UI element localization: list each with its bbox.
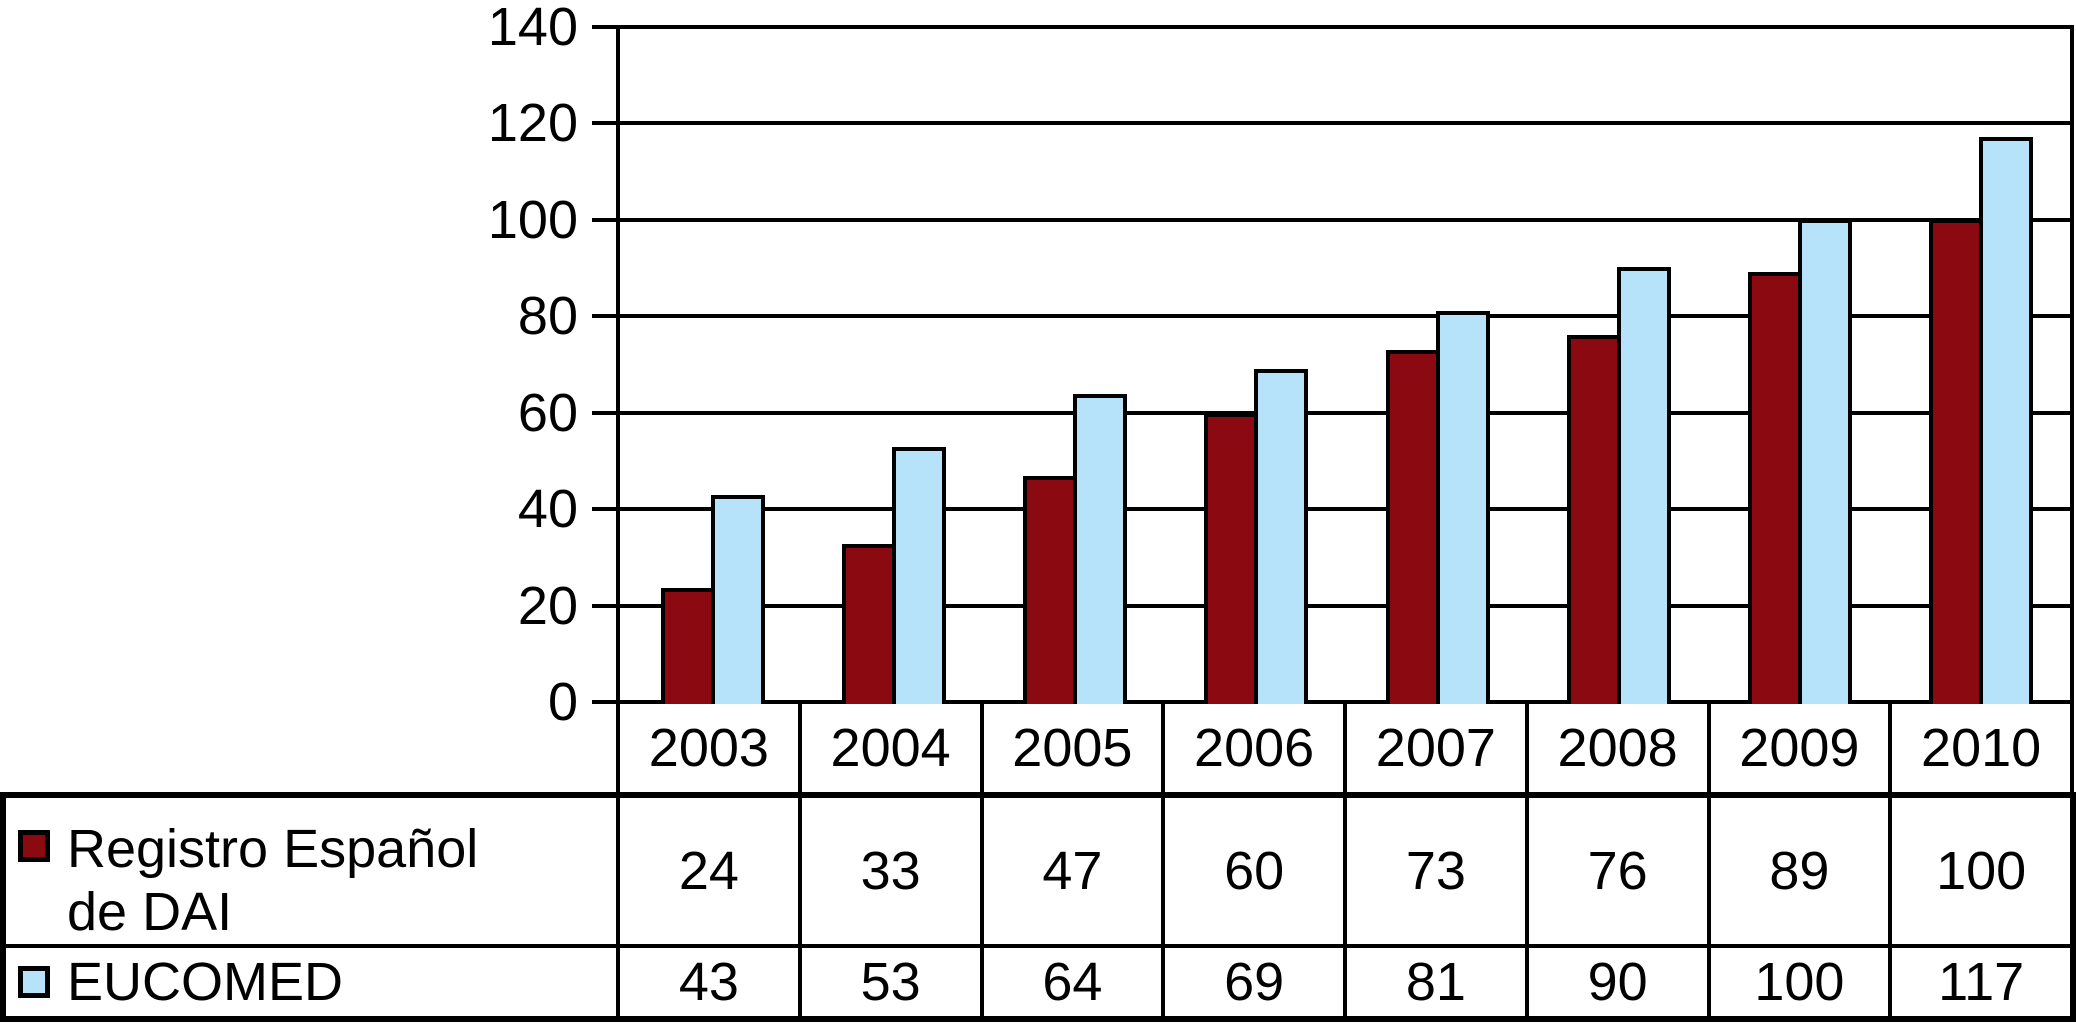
- value-eucomed-2008: 90: [1524, 944, 1707, 1016]
- bar-eucomed-2007: [1435, 311, 1490, 704]
- gridline-y-140: [620, 25, 2070, 29]
- value-eucomed-2003: 43: [616, 944, 798, 1016]
- x-axis-year-row: 2003 2004 2005 2006 2007 2008 2009 2010: [616, 704, 2074, 792]
- value-registro-2006: 60: [1161, 798, 1343, 944]
- bar-registro-2009: [1748, 272, 1803, 704]
- y-tick-label-100: 100: [487, 190, 578, 250]
- gridline-y-40: [620, 507, 2070, 511]
- legend-label-eucomed: EUCOMED: [67, 951, 344, 1012]
- legend-item-registro: Registro Español de DAI: [6, 798, 616, 944]
- year-cell-2008: 2008: [1524, 704, 1707, 792]
- year-cell-2006: 2006: [1161, 704, 1343, 792]
- value-registro-2008: 76: [1524, 798, 1707, 944]
- y-axis-tick: [592, 507, 616, 511]
- y-tick-label-140: 140: [487, 0, 578, 57]
- value-registro-2003: 24: [616, 798, 798, 944]
- year-cell-2005: 2005: [979, 704, 1162, 792]
- bar-registro-2004: [841, 544, 896, 704]
- year-cell-2007: 2007: [1343, 704, 1525, 792]
- bar-registro-2005: [1023, 476, 1078, 704]
- gridline-y-60: [620, 411, 2070, 415]
- y-axis-tick: [592, 25, 616, 29]
- gridline-y-100: [620, 218, 2070, 222]
- bar-registro-2006: [1204, 413, 1259, 704]
- bar-eucomed-2010: [1979, 137, 2034, 704]
- bar-eucomed-2003: [710, 495, 765, 704]
- y-tick-label-60: 60: [517, 383, 578, 443]
- year-cell-2009: 2009: [1706, 704, 1889, 792]
- bar-registro-2010: [1929, 219, 1984, 704]
- bar-eucomed-2006: [1254, 369, 1309, 704]
- registro-espanol-swatch-icon: [18, 830, 50, 862]
- y-tick-label-0: 0: [547, 672, 578, 732]
- bar-eucomed-2008: [1616, 267, 1671, 704]
- y-axis-tick: [592, 700, 616, 704]
- bar-registro-2008: [1566, 335, 1621, 704]
- bar-eucomed-2009: [1798, 219, 1853, 704]
- y-axis-tick: [592, 218, 616, 222]
- legend-label-registro: Registro Español de DAI: [67, 819, 479, 942]
- gridline-y-120: [620, 121, 2070, 125]
- gridline-y-0: [620, 700, 2070, 704]
- y-tick-label-40: 40: [517, 479, 578, 539]
- value-eucomed-2010: 117: [1888, 944, 2070, 1016]
- value-registro-2005: 47: [979, 798, 1162, 944]
- eucomed-swatch-icon: [18, 966, 50, 998]
- y-axis-tick: [592, 411, 616, 415]
- bar-registro-2003: [660, 588, 715, 704]
- year-cell-2010: 2010: [1888, 704, 2074, 792]
- y-tick-label-80: 80: [517, 286, 578, 346]
- bar-chart-plot-area: 140 120 100 80 60 40 20 0: [488, 0, 2074, 729]
- value-eucomed-2004: 53: [797, 944, 980, 1016]
- y-tick-label-120: 120: [487, 93, 578, 153]
- year-cell-2004: 2004: [797, 704, 980, 792]
- value-eucomed-2005: 64: [979, 944, 1162, 1016]
- year-cell-2003: 2003: [616, 704, 798, 792]
- value-registro-2004: 33: [797, 798, 980, 944]
- value-eucomed-2006: 69: [1161, 944, 1343, 1016]
- value-registro-2009: 89: [1706, 798, 1889, 944]
- y-axis-tick: [592, 121, 616, 125]
- gridline-y-80: [620, 314, 2070, 318]
- value-eucomed-2007: 81: [1343, 944, 1525, 1016]
- legend-item-eucomed: EUCOMED: [6, 944, 616, 1016]
- bar-eucomed-2004: [891, 447, 946, 704]
- bar-registro-2007: [1385, 350, 1440, 704]
- bar-eucomed-2005: [1073, 394, 1128, 704]
- value-registro-2007: 73: [1343, 798, 1525, 944]
- y-tick-label-20: 20: [517, 576, 578, 636]
- gridline-y-20: [620, 604, 2070, 608]
- data-table: Registro Español de DAI EUCOMED 24 33 47 60 7…: [0, 792, 2076, 1022]
- value-registro-2010: 100: [1888, 798, 2070, 944]
- value-eucomed-2009: 100: [1706, 944, 1889, 1016]
- y-axis-tick: [592, 314, 616, 318]
- y-axis-tick: [592, 604, 616, 608]
